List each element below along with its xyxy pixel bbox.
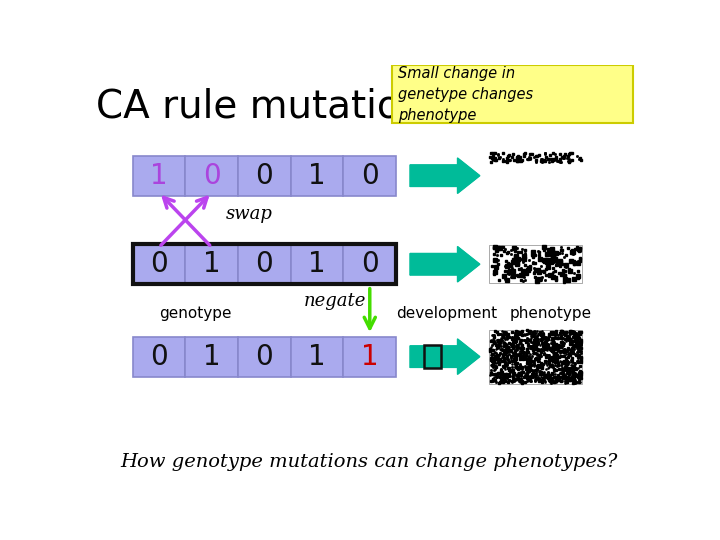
Bar	[132, 244, 396, 284]
Bar	[291, 336, 343, 377]
Text: 0: 0	[150, 342, 168, 370]
Polygon shape	[410, 339, 480, 374]
Text: 1: 1	[203, 250, 220, 278]
Text: Small change in
genetype changes
phenotype: Small change in genetype changes phenoty…	[398, 65, 534, 123]
Polygon shape	[410, 158, 480, 193]
Text: 1: 1	[203, 342, 220, 370]
Bar	[132, 336, 185, 377]
Text: 0: 0	[256, 250, 274, 278]
Polygon shape	[410, 247, 480, 282]
Text: How genotype mutations can change phenotypes?: How genotype mutations can change phenot…	[120, 454, 618, 471]
Bar	[424, 345, 441, 368]
Text: 0: 0	[361, 250, 379, 278]
Bar	[291, 156, 343, 195]
Bar	[132, 244, 185, 284]
Bar	[238, 244, 291, 284]
Bar	[343, 244, 396, 284]
Text: genotype: genotype	[160, 306, 232, 321]
Text: swap: swap	[225, 205, 272, 223]
Text: 0: 0	[150, 250, 168, 278]
Text: 1: 1	[361, 342, 379, 370]
Bar	[392, 65, 632, 123]
Text: negate: negate	[304, 292, 366, 310]
Bar	[185, 244, 238, 284]
Text: 0: 0	[256, 342, 274, 370]
Text: 0: 0	[361, 161, 379, 190]
Text: 1: 1	[308, 342, 326, 370]
Bar	[291, 244, 343, 284]
Bar	[489, 330, 582, 383]
Bar	[343, 336, 396, 377]
Text: 1: 1	[308, 250, 326, 278]
Text: 1: 1	[150, 161, 168, 190]
Bar	[238, 156, 291, 195]
Text: CA rule mutations: CA rule mutations	[96, 88, 446, 126]
Bar	[489, 245, 582, 284]
Text: phenotype: phenotype	[510, 306, 592, 321]
Bar	[185, 336, 238, 377]
Bar	[132, 156, 185, 195]
Bar	[185, 156, 238, 195]
Text: 1: 1	[308, 161, 326, 190]
Text: 0: 0	[203, 161, 220, 190]
Text: development: development	[396, 306, 497, 321]
Bar	[343, 156, 396, 195]
Bar	[238, 336, 291, 377]
Text: 0: 0	[256, 161, 274, 190]
